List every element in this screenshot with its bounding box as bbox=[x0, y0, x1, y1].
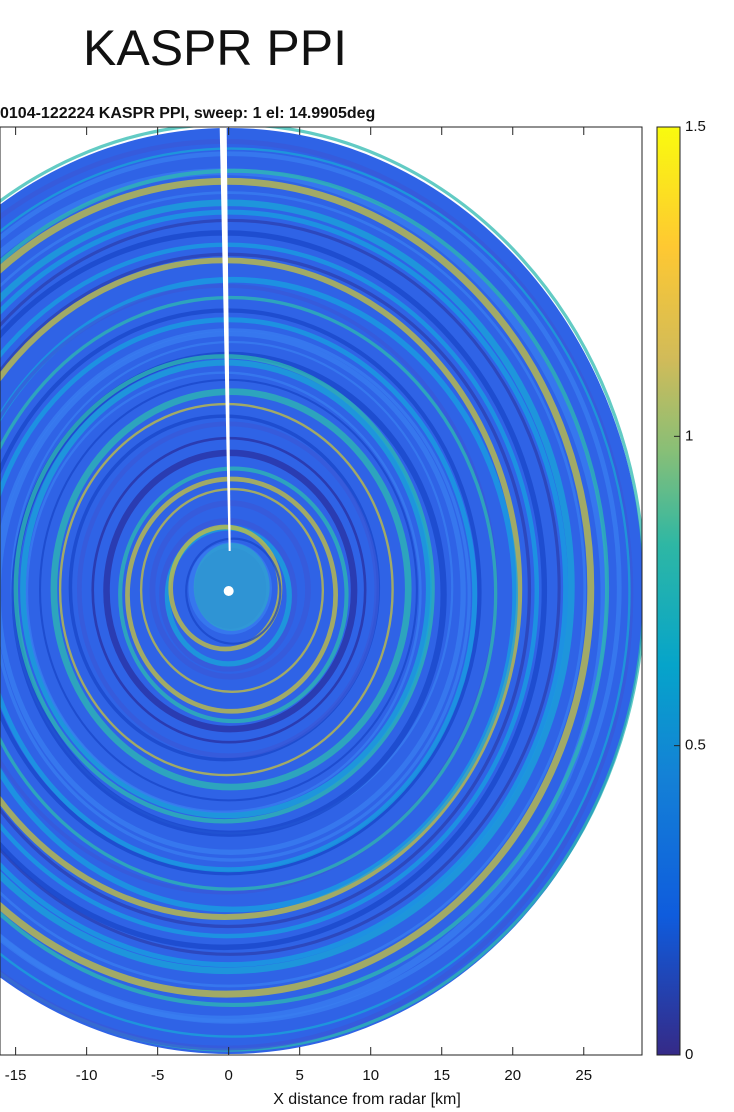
x-tick-label: -15 bbox=[5, 1067, 27, 1084]
x-axis-label: X distance from radar [km] bbox=[273, 1091, 461, 1108]
colorbar-tick-label: 1 bbox=[685, 427, 693, 444]
radar-origin bbox=[224, 586, 234, 596]
colorbar-tick-label: 0.5 bbox=[685, 737, 706, 754]
x-tick-label: 20 bbox=[504, 1067, 521, 1084]
x-tick-label: 10 bbox=[362, 1067, 379, 1084]
radar-image bbox=[0, 124, 644, 1054]
x-tick-label: 5 bbox=[296, 1067, 304, 1084]
x-tick-label: 0 bbox=[225, 1067, 233, 1084]
radar-core bbox=[194, 543, 270, 631]
x-tick-label: 15 bbox=[433, 1067, 450, 1084]
colorbar bbox=[657, 127, 680, 1055]
slide-title: KASPR PPI bbox=[83, 20, 347, 76]
x-tick-label: -5 bbox=[151, 1067, 164, 1084]
slide: KASPR PPI 0104-122224 KASPR PPI, sweep: … bbox=[0, 0, 734, 1112]
colorbar-tick-label: 0 bbox=[685, 1046, 693, 1063]
x-tick-label: 25 bbox=[575, 1067, 592, 1084]
colorbar-tick-label: 1.5 bbox=[685, 118, 706, 135]
x-tick-label: -10 bbox=[76, 1067, 98, 1084]
plot-title: 0104-122224 KASPR PPI, sweep: 1 el: 14.9… bbox=[0, 105, 375, 122]
